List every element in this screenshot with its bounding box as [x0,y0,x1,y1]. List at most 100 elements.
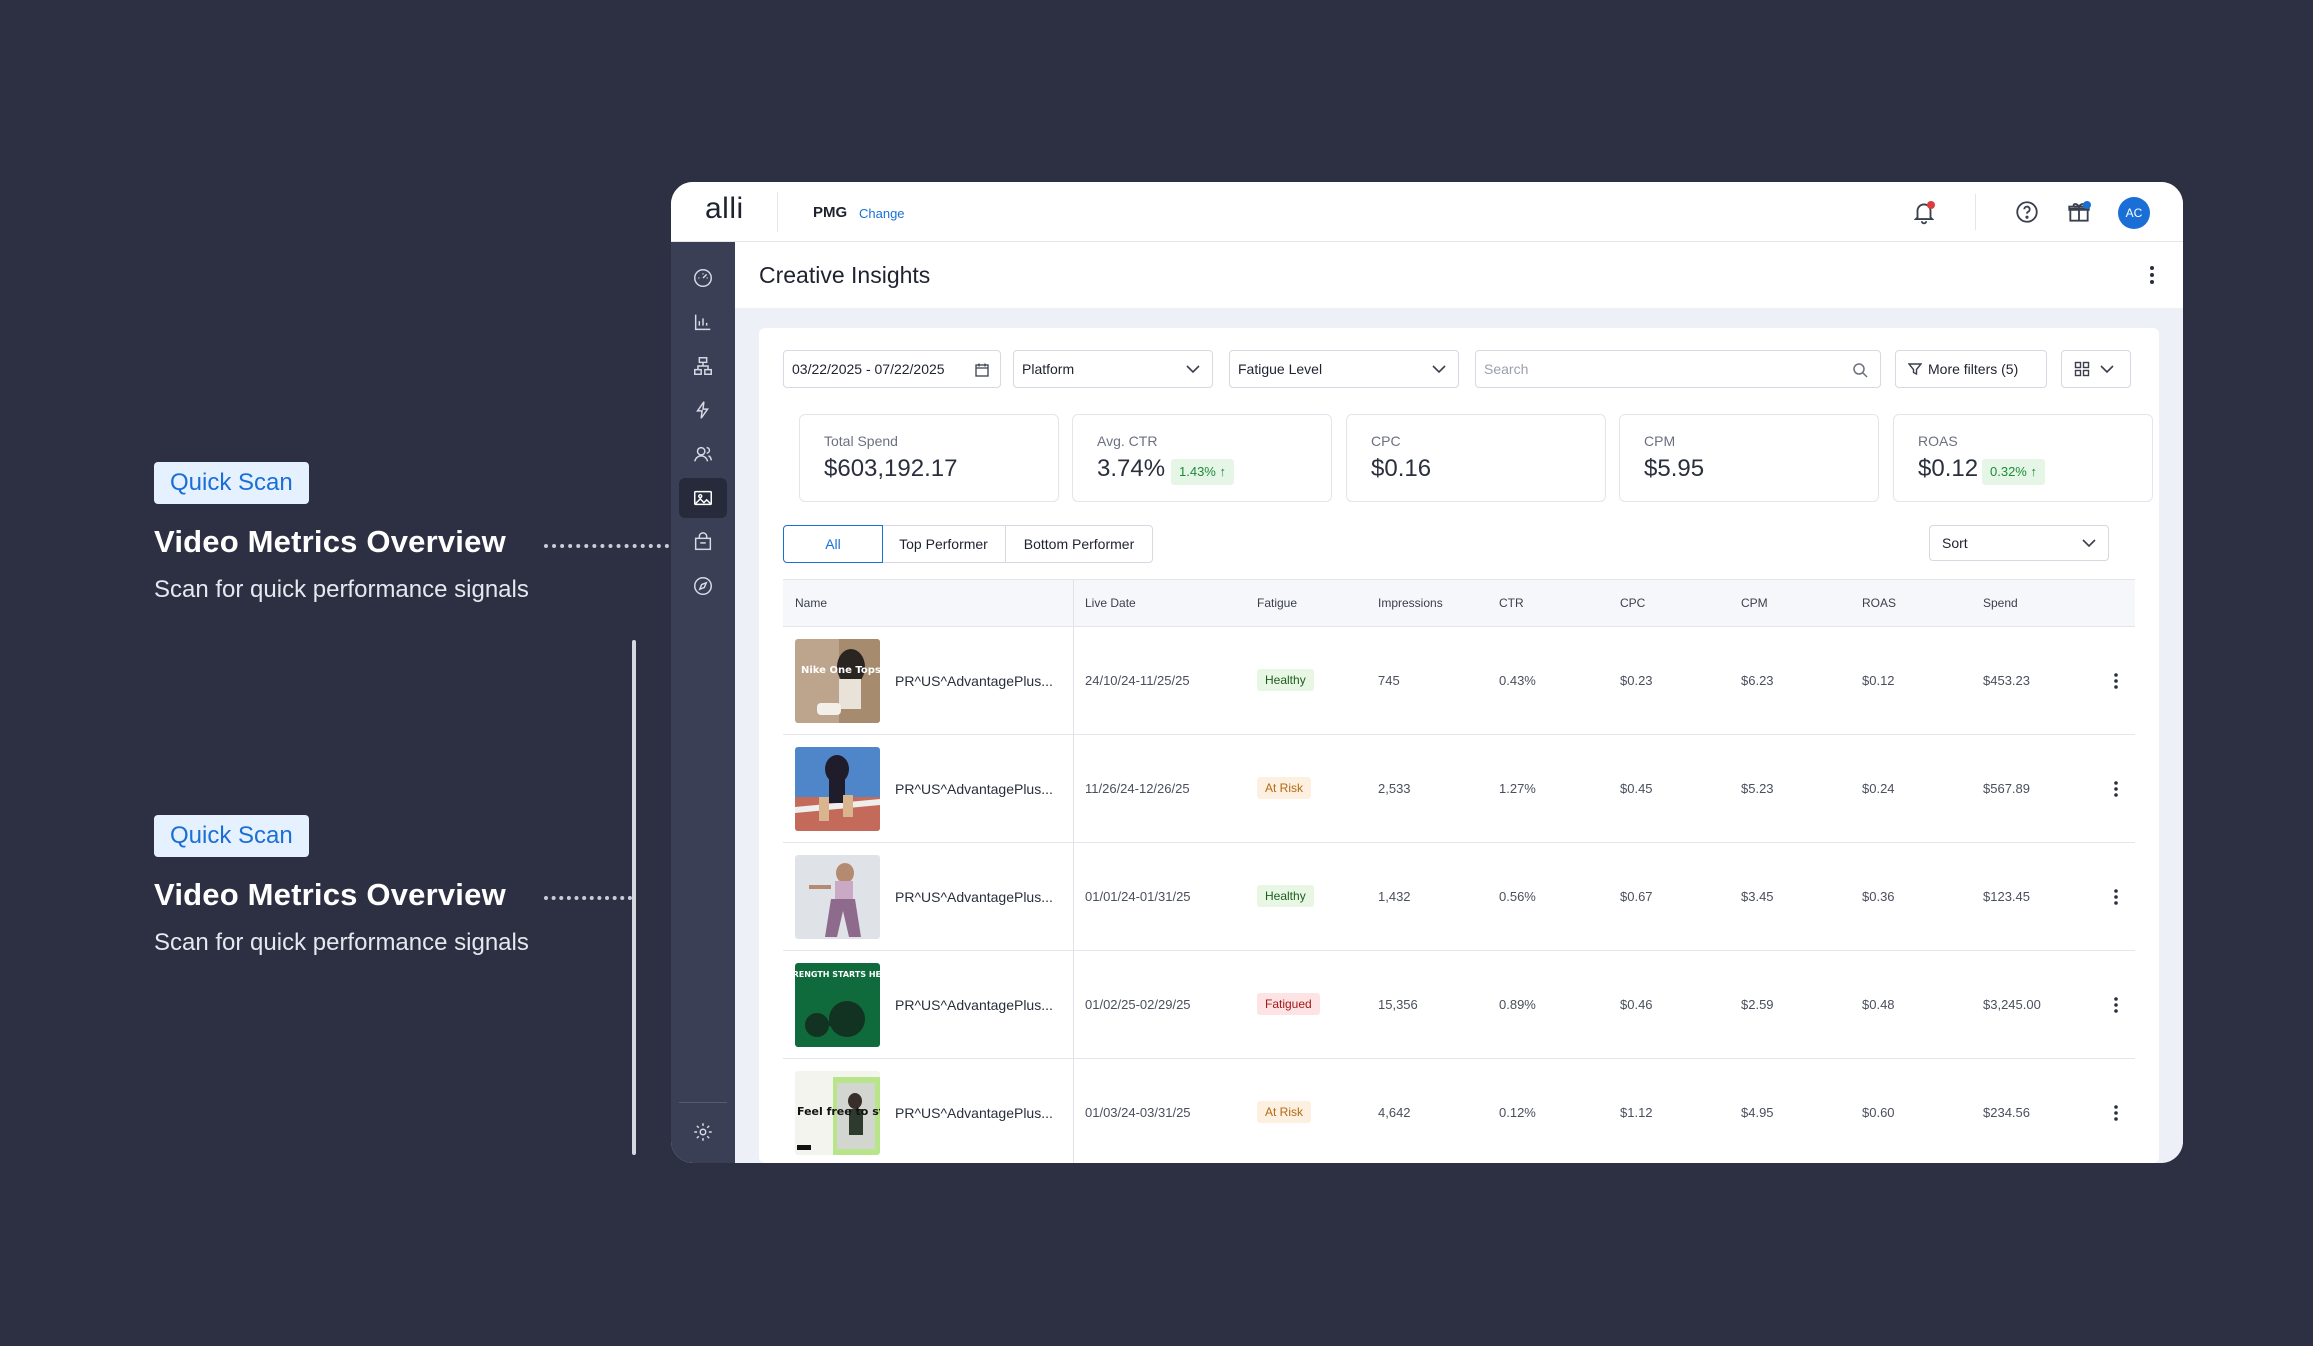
sidebar-item-creative-insights[interactable] [679,478,727,518]
creative-name: PR^US^AdvantagePlus... [895,673,1053,689]
cell-live-date: 01/03/24-03/31/25 [1085,1105,1191,1120]
column-header-roas[interactable]: ROAS [1862,596,1897,610]
creative-name: PR^US^AdvantagePlus... [895,781,1053,797]
search-icon [1853,363,1868,378]
column-header-cpc[interactable]: CPC [1620,596,1646,610]
column-header-spend[interactable]: Spend [1983,596,2018,610]
table-row[interactable]: Nike One Tops PR^US^AdvantagePlus... 24/… [783,627,2135,735]
column-header-impressions[interactable]: Impressions [1378,596,1443,610]
creative-thumbnail[interactable]: STRENGTH STARTS HERE [795,963,880,1047]
column-header-name[interactable]: Name [795,596,828,610]
kpi-change-badge: 0.32% ↑ [1982,459,2045,485]
creative-thumbnail[interactable] [795,855,880,939]
alli-logo[interactable]: alli [705,192,744,225]
more-filters-button[interactable]: More filters (5) [1895,350,2047,388]
table-row[interactable]: Feel free to stretch out PR^US^Advantage… [783,1059,2135,1163]
insights-panel: 03/22/2025 - 07/22/2025 Platform Fatigue… [759,328,2159,1163]
thumbnail-text: Feel free to stretch out [797,1105,880,1118]
search-input[interactable]: Search [1475,350,1881,388]
chevron-down-icon [2082,539,2096,548]
date-range-value: 03/22/2025 - 07/22/2025 [792,361,945,377]
dashboard-gauge-icon [694,269,712,287]
creative-thumbnail[interactable]: Nike One Tops [795,639,880,723]
annotation-badge: Quick Scan [154,462,309,504]
sort-select[interactable]: Sort [1929,525,2109,561]
kpi-label: CPM [1644,433,1676,449]
cell-roas: $0.48 [1862,997,1895,1012]
more-options-icon[interactable] [2149,264,2155,286]
filter-funnel-icon [1908,363,1922,376]
sidebar-item-audiences[interactable] [679,434,727,474]
sidebar-item-automation[interactable] [679,390,727,430]
thumbnail-text: Nike One Tops [801,665,880,676]
change-org-link[interactable]: Change [859,206,905,221]
cell-roas: $0.60 [1862,1105,1895,1120]
sidebar-item-dashboard[interactable] [679,258,727,298]
segment-top-performer[interactable]: Top Performer [882,525,1006,563]
sidebar-item-settings[interactable] [679,1112,727,1152]
image-icon [694,490,712,506]
creatives-table: Name Live Date Fatigue Impressions CTR C… [783,579,2135,1163]
table-row[interactable]: PR^US^AdvantagePlus... 11/26/24-12/26/25… [783,735,2135,843]
cell-cpm: $3.45 [1741,889,1774,904]
fatigue-badge: Healthy [1257,669,1314,691]
view-toggle-button[interactable] [2061,350,2131,388]
cell-live-date: 01/01/24-01/31/25 [1085,889,1191,904]
table-row[interactable]: STRENGTH STARTS HERE PR^US^AdvantagePlus… [783,951,2135,1059]
table-row[interactable]: PR^US^AdvantagePlus... 01/01/24-01/31/25… [783,843,2135,951]
app-window: alli PMG Change AC [671,182,2183,1163]
bar-chart-icon [694,314,711,331]
sidebar-item-hierarchy[interactable] [679,346,727,386]
cell-impressions: 1,432 [1378,889,1411,904]
column-header-fatigue[interactable]: Fatigue [1257,596,1298,610]
bell-icon[interactable] [1911,199,1937,225]
sidebar-item-reports[interactable] [679,302,727,342]
creative-thumbnail[interactable] [795,747,880,831]
segment-all[interactable]: All [783,525,883,563]
annotation-badge: Quick Scan [154,815,309,857]
cell-ctr: 0.89% [1499,997,1536,1012]
sidebar-item-explore[interactable] [679,566,727,606]
divider [1975,194,1976,230]
row-more-options-icon[interactable] [2113,779,2119,799]
cell-impressions: 2,533 [1378,781,1411,796]
column-divider [1073,1059,1074,1163]
cell-cpc: $1.12 [1620,1105,1653,1120]
shopping-bag-icon [694,532,712,551]
audience-icon [694,446,712,462]
kpi-value: $0.12 [1918,455,1979,482]
cell-impressions: 745 [1378,673,1400,688]
segment-bottom-performer[interactable]: Bottom Performer [1005,525,1153,563]
column-header-live-date[interactable]: Live Date [1085,596,1136,610]
search-placeholder: Search [1484,361,1529,377]
main-content: Creative Insights 03/22/2025 - 07/22/202… [735,242,2183,1163]
help-icon[interactable] [2014,199,2040,225]
cell-cpm: $5.23 [1741,781,1774,796]
page-header: Creative Insights [735,242,2183,308]
sidebar [671,242,735,1163]
avatar[interactable]: AC [2118,197,2150,229]
column-header-cpm[interactable]: CPM [1741,596,1768,610]
lightning-icon [696,401,709,419]
fatigue-badge: Healthy [1257,885,1314,907]
row-more-options-icon[interactable] [2113,1103,2119,1123]
row-more-options-icon[interactable] [2113,887,2119,907]
column-header-ctr[interactable]: CTR [1499,596,1524,610]
kpi-label: Avg. CTR [1097,433,1158,449]
fatigue-level-select[interactable]: Fatigue Level [1229,350,1459,388]
thumbnail-text: STRENGTH STARTS HERE [795,970,880,979]
row-more-options-icon[interactable] [2113,671,2119,691]
cell-impressions: 15,356 [1378,997,1418,1012]
creative-name: PR^US^AdvantagePlus... [895,1105,1053,1121]
row-more-options-icon[interactable] [2113,995,2119,1015]
grid-view-icon [2074,361,2090,377]
annotation-1: Quick Scan Video Metrics Overview Scan f… [154,462,574,606]
creative-thumbnail[interactable]: Feel free to stretch out [795,1071,880,1155]
date-range-picker[interactable]: 03/22/2025 - 07/22/2025 [783,350,1001,388]
kpi-value: $0.16 [1371,455,1432,482]
sidebar-item-commerce[interactable] [679,522,727,562]
cell-live-date: 01/02/25-02/29/25 [1085,997,1191,1012]
divider [679,1102,727,1103]
page-title: Creative Insights [759,262,931,288]
platform-select[interactable]: Platform [1013,350,1213,388]
